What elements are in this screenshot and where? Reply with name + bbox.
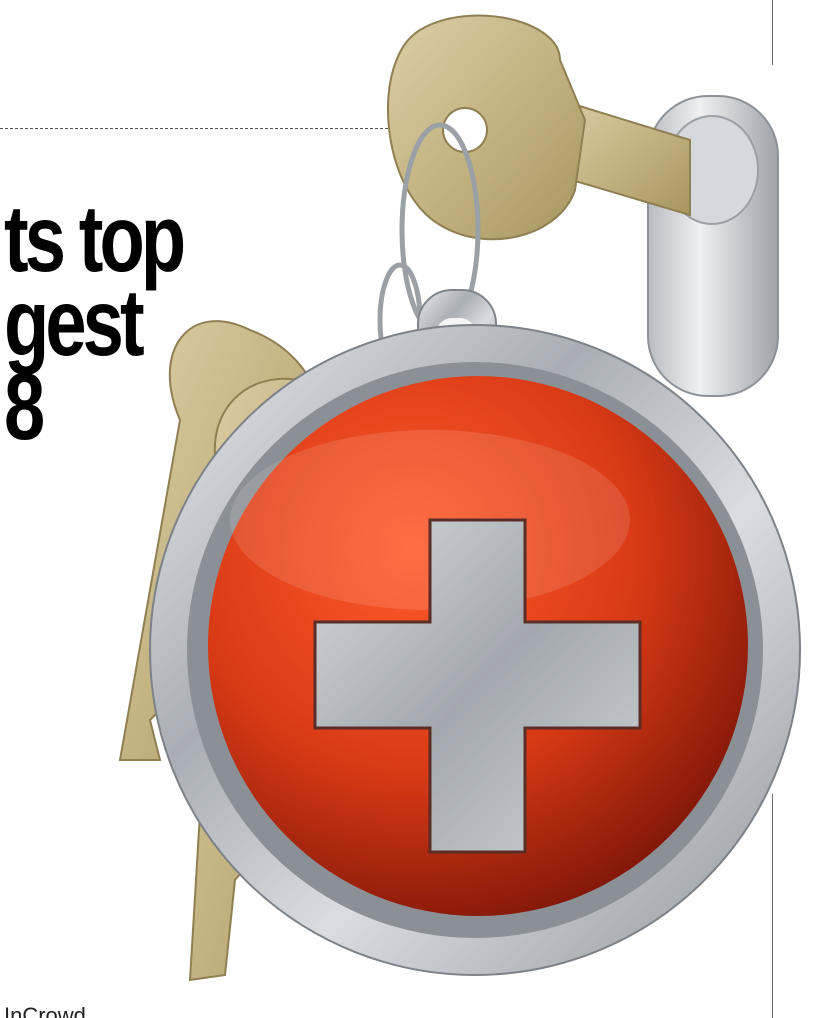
- cross-icon: [313, 518, 642, 854]
- headline-line-1: ts top: [4, 186, 186, 292]
- byline: InCrowd: [4, 1003, 86, 1018]
- key-in-lock: [387, 14, 691, 241]
- headline-line-3: 8: [4, 354, 45, 460]
- headline-line-2: gest: [4, 270, 145, 376]
- dashed-divider: [0, 128, 398, 129]
- column-rule-top: [772, 0, 773, 65]
- column-rule-bottom: [772, 794, 773, 1018]
- headline: ts top gest 8: [4, 186, 316, 460]
